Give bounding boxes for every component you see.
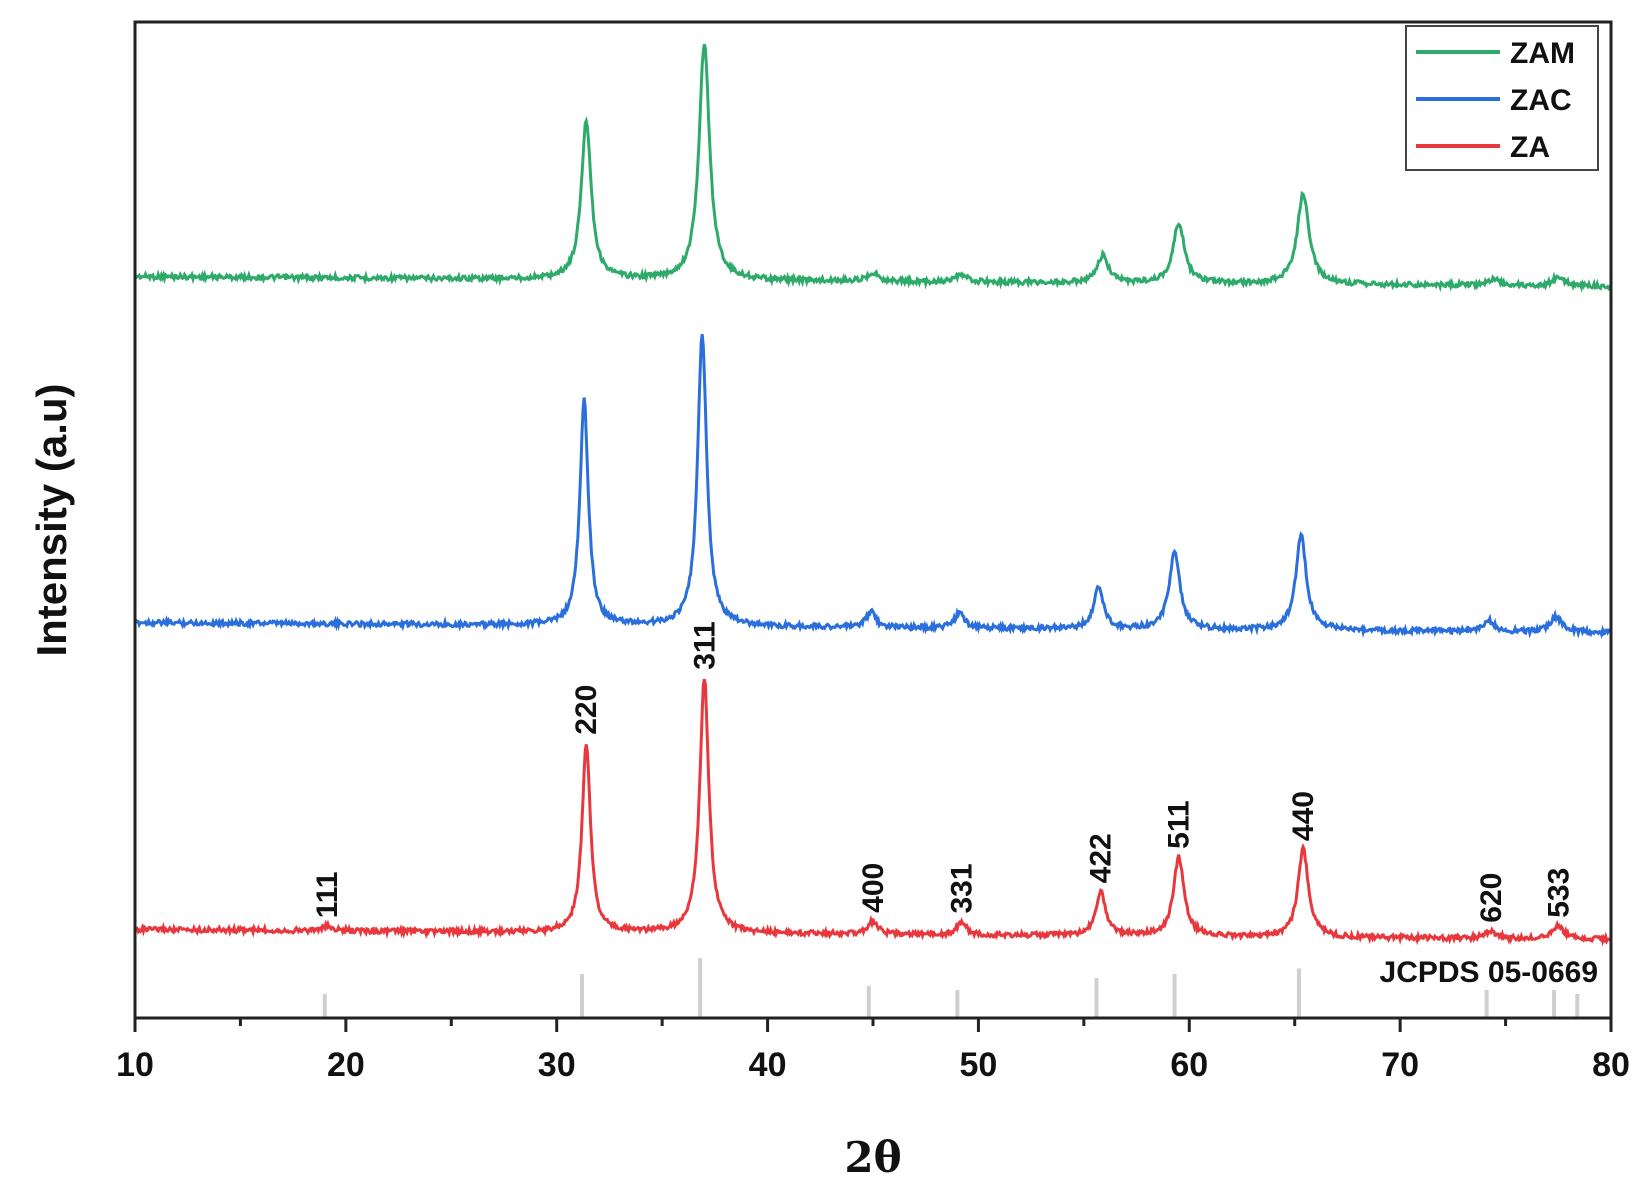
peak-label: 331 — [946, 863, 979, 913]
legend-label-za: ZA — [1510, 131, 1550, 164]
x-tick-label: 30 — [538, 1046, 576, 1084]
peak-label: 511 — [1163, 800, 1196, 848]
x-tick-label: 80 — [1592, 1046, 1630, 1084]
series-layer — [133, 43, 1613, 947]
x-axis-label: 2θ — [844, 1133, 901, 1182]
peak-label: 440 — [1287, 791, 1320, 841]
peak-label: 422 — [1085, 833, 1118, 883]
x-tick-label: 20 — [327, 1046, 365, 1084]
legend-label-zam: ZAM — [1510, 37, 1575, 70]
legend: ZAM ZAC ZA — [1405, 25, 1599, 171]
peak-label-layer: 111 220 311 400 331 422 511 440 620 533 — [311, 621, 1575, 922]
peak-label: 311 — [688, 621, 721, 669]
peak-label: 220 — [570, 685, 603, 735]
tick-layer: 10 20 30 40 50 60 70 80 — [116, 1018, 1630, 1084]
peak-label: 400 — [857, 863, 890, 913]
series-line-zam — [133, 43, 1613, 293]
y-axis-label: Intensity (a.u) — [28, 383, 75, 656]
reference-layer — [322, 958, 1580, 1018]
peak-label: 111 — [311, 872, 344, 919]
x-tick-label: 40 — [749, 1046, 787, 1084]
x-tick-label: 50 — [960, 1046, 998, 1084]
reference-label: JCPDS 05-0669 — [1380, 956, 1598, 989]
peak-label: 620 — [1475, 873, 1508, 923]
x-tick-label: 60 — [1170, 1046, 1208, 1084]
legend-label-zac: ZAC — [1510, 84, 1572, 117]
x-tick-label: 10 — [116, 1046, 154, 1084]
x-tick-label: 70 — [1381, 1046, 1419, 1084]
legend-entries: ZAM ZAC ZA — [1416, 37, 1575, 164]
series-line-za — [134, 678, 1613, 947]
peak-label: 533 — [1542, 868, 1575, 918]
series-line-zac — [134, 334, 1613, 639]
